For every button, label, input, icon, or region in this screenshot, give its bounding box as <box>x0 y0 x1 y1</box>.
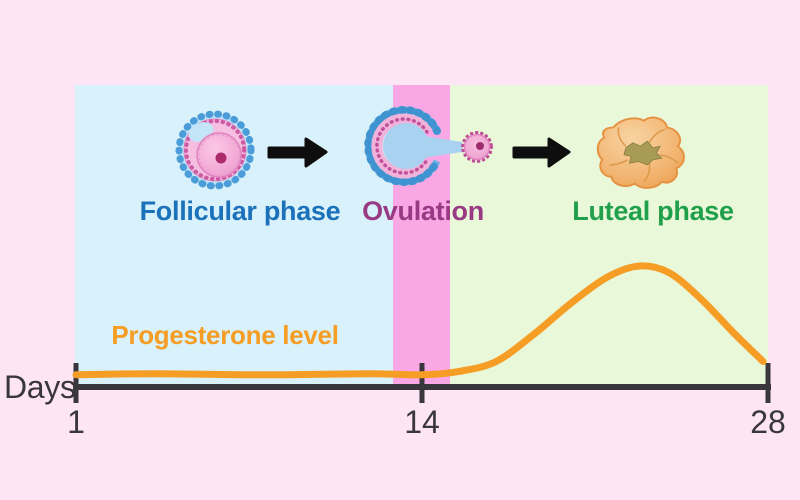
luteal-phase-label: Luteal phase <box>572 196 734 226</box>
axis-ticks <box>73 363 771 403</box>
axis-tick-label-1: 14 <box>404 404 440 440</box>
corpus-luteum-core <box>623 140 663 166</box>
follicular-phase-label: Follicular phase <box>139 196 341 226</box>
progesterone-curve <box>72 262 767 379</box>
axis-tick-label-2: 28 <box>750 404 786 440</box>
arrow-right-icon <box>267 137 328 168</box>
axis-tick-label-0: 1 <box>67 404 85 440</box>
fluid-stream <box>422 136 462 158</box>
ovulation-label: Ovulation <box>362 196 484 226</box>
follicle-icon <box>175 110 255 190</box>
follicle-nucleus <box>215 152 227 164</box>
follicle-fluid <box>383 123 429 169</box>
ovulation-icon <box>364 106 493 186</box>
day-axis <box>73 363 771 403</box>
days-axis-label: Days <box>4 369 76 405</box>
arrow-right-icon <box>512 137 571 168</box>
corpus-luteum-icon <box>596 116 685 189</box>
progesterone-level-label: Progesterone level <box>111 320 339 350</box>
ovum-nucleus <box>476 142 484 150</box>
